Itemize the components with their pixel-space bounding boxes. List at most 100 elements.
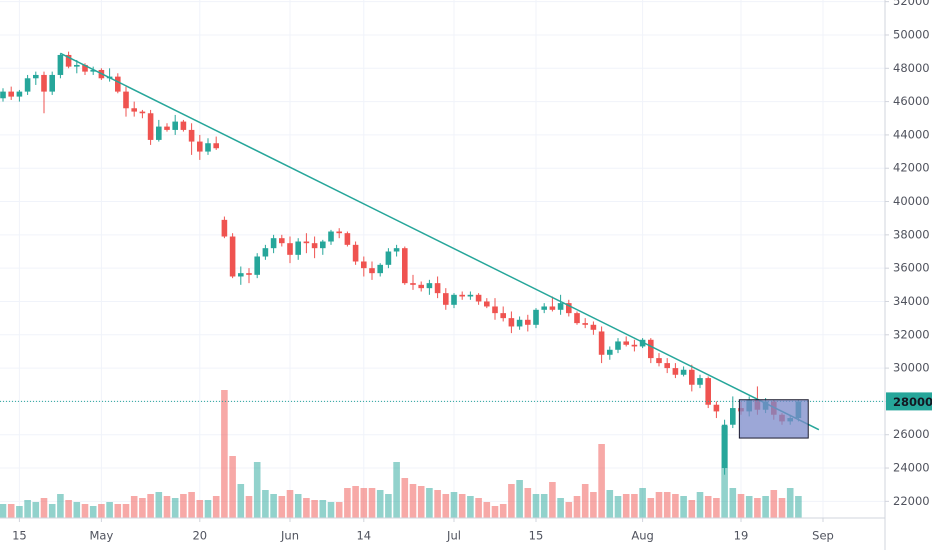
volume-bar (229, 456, 236, 518)
volume-bar (532, 494, 540, 518)
volume-bar (24, 500, 31, 518)
volume-bar (253, 462, 261, 518)
x-tick-label: Jul (446, 529, 461, 543)
volume-bar (786, 488, 794, 518)
volume-bar (65, 500, 72, 518)
volume-bar (212, 496, 220, 518)
candle-body (393, 248, 400, 252)
volume-bar (540, 494, 548, 518)
volume-bar (573, 496, 581, 518)
volume-bar (139, 498, 146, 518)
candle-body (492, 306, 498, 314)
x-tick-label: 15 (529, 529, 544, 543)
candle-body (24, 78, 31, 92)
price-badge (886, 392, 932, 411)
candle-body (533, 309, 539, 325)
volume-bar (426, 488, 433, 518)
candle-body (49, 74, 55, 92)
volume-bar (713, 498, 720, 518)
volume-bar (40, 498, 48, 518)
candle-body (320, 241, 326, 249)
volume-bar (557, 498, 564, 518)
candle-body (418, 284, 424, 289)
y-tick-label: 30000 (893, 361, 930, 375)
volume-bar (442, 494, 450, 518)
volume-bar (0, 504, 7, 518)
volume-bar (286, 490, 294, 518)
candle-body (139, 111, 146, 114)
volume-bar (549, 482, 556, 518)
x-tick-label: 19 (734, 529, 749, 543)
volume-bar (262, 490, 269, 518)
volume-bar (303, 498, 310, 518)
candle-body (664, 363, 670, 369)
volume-bar (458, 494, 466, 518)
candle-body (123, 91, 129, 109)
volume-bar (655, 492, 663, 518)
volume-bar (475, 498, 482, 518)
candle-body (410, 283, 416, 285)
volume-bar (245, 496, 253, 518)
candle-body (90, 69, 96, 72)
candle-body (74, 64, 80, 67)
candle-body (615, 341, 621, 350)
volume-bar (73, 502, 81, 518)
volume-bar (278, 496, 286, 518)
candle-body (246, 273, 252, 275)
candle-body (500, 313, 506, 319)
volume-bar (524, 488, 532, 518)
candle-body (197, 141, 203, 152)
volume-bar (688, 500, 696, 518)
candle-body (377, 264, 383, 274)
candle-body (648, 339, 654, 359)
candle-body (41, 74, 47, 92)
volume-bar (795, 496, 802, 518)
candle-body (607, 349, 613, 355)
candle-body (730, 408, 736, 425)
candle-body (467, 294, 474, 297)
volume-bar (196, 500, 204, 518)
candle-body (443, 293, 449, 305)
volume-bar (745, 496, 753, 518)
candle-body (672, 368, 679, 375)
candle-body (385, 251, 392, 265)
candle-body (221, 219, 228, 237)
candle-body (689, 369, 695, 385)
volume-bar (467, 496, 474, 518)
volume-bar (434, 490, 441, 518)
candle-body (311, 243, 318, 249)
candle-body (516, 319, 523, 327)
candle-body (434, 283, 441, 294)
volume-bar (590, 492, 597, 518)
candle-body (459, 294, 465, 297)
volume-bar (770, 490, 778, 518)
candle-body (303, 241, 310, 244)
volume-bar (598, 444, 605, 518)
volume-bar (368, 488, 376, 518)
volume-bar (270, 494, 277, 518)
candle-body (8, 91, 14, 97)
candle-body (254, 256, 260, 275)
volume-bar (729, 488, 737, 518)
candle-body (475, 294, 482, 302)
y-tick-label: 24000 (893, 461, 930, 475)
candle-body (631, 344, 638, 347)
volume-bar (147, 494, 154, 518)
candle-body (262, 248, 269, 257)
volume-bar (385, 494, 392, 518)
candle-body (582, 323, 588, 325)
candle-body (484, 301, 490, 307)
candle-body (115, 76, 121, 92)
candle-body (131, 108, 137, 112)
volume-bar (7, 504, 15, 518)
volume-bar (680, 496, 687, 518)
candle-body (541, 306, 547, 310)
volume-bar (57, 494, 64, 518)
volume-bar (639, 488, 646, 518)
trendline (60, 52, 820, 431)
candle-body (656, 358, 662, 364)
volume-bar (32, 502, 40, 518)
volume-bar (360, 488, 368, 518)
volume-bar (631, 494, 638, 518)
candle-body (279, 238, 285, 244)
